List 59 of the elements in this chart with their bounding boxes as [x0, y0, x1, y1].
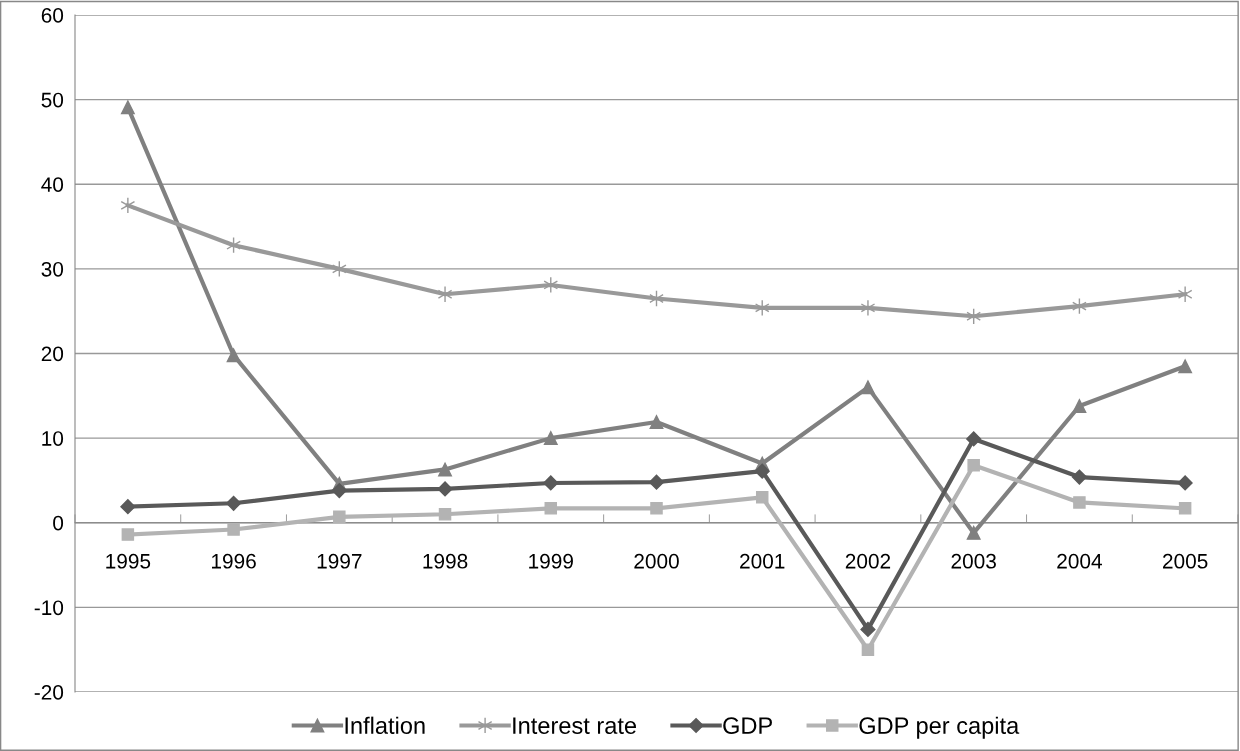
point: [1071, 469, 1087, 485]
point: [650, 502, 663, 515]
point: [1177, 475, 1193, 491]
y-tick-label: 0: [53, 515, 64, 531]
point: [755, 491, 769, 504]
point: [861, 380, 875, 395]
point: [1178, 502, 1192, 515]
y-tick-label: 50: [41, 92, 64, 108]
point: [649, 415, 664, 429]
point: [648, 474, 665, 490]
point: [120, 197, 136, 214]
point: [120, 100, 135, 115]
x-tick-label: 1999: [529, 553, 573, 569]
point: [226, 495, 242, 511]
legend-label: Inflation: [345, 716, 425, 734]
legend-label: Interest rate: [513, 717, 637, 734]
point: [331, 483, 347, 499]
y-tick-label: 20: [41, 346, 64, 362]
point: [333, 510, 346, 524]
point: [1073, 496, 1086, 509]
point: [1177, 285, 1193, 303]
y-tick-label: 60: [41, 8, 64, 23]
x-tick-label: 1997: [317, 553, 362, 569]
point: [543, 431, 558, 446]
point: [754, 463, 770, 479]
point: [226, 348, 241, 363]
point: [966, 525, 981, 540]
y-tick-label: -10: [34, 600, 64, 616]
x-tick-label: 1998: [423, 553, 468, 569]
point: [438, 508, 452, 521]
point: [1178, 359, 1193, 374]
point: [860, 299, 876, 317]
x-tick-label: 1995: [106, 553, 151, 569]
x-tick-label: 2001: [740, 553, 785, 569]
x-tick-label: 1996: [212, 553, 256, 569]
point: [1072, 399, 1087, 413]
point: [543, 475, 559, 491]
point: [544, 502, 558, 515]
point: [967, 458, 980, 472]
point: [120, 499, 136, 515]
point: [438, 462, 452, 477]
x-tick-label: 2004: [1057, 553, 1102, 569]
legend-label: GDP: [723, 717, 772, 734]
x-tick-label: 2003: [951, 553, 996, 569]
x-tick-label: 2005: [1163, 553, 1208, 569]
legend-label: GDP per capita: [859, 716, 1020, 739]
x-tick-label: 2000: [634, 553, 679, 569]
point: [860, 621, 876, 637]
point: [437, 285, 453, 303]
x-tick-label: 2002: [845, 553, 891, 569]
y-tick-label: 10: [42, 431, 64, 446]
point: [437, 481, 453, 497]
y-tick-label: 30: [41, 261, 64, 277]
point: [227, 523, 240, 536]
y-tick-label: 40: [41, 177, 64, 192]
point: [121, 528, 135, 541]
point: [861, 643, 875, 656]
point: [966, 431, 982, 447]
y-tick-label: -20: [34, 685, 64, 700]
